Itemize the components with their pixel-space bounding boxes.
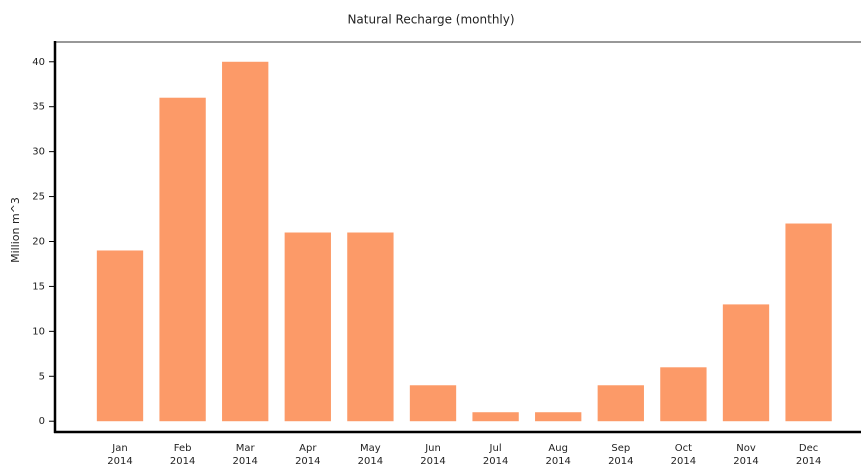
y-tick-label: 20 [32, 236, 45, 247]
chart-title: Natural Recharge (monthly) [347, 13, 514, 27]
x-tick-label: Jul 2014 [482, 443, 509, 467]
bar [284, 232, 331, 422]
bar [660, 367, 707, 422]
x-tick-label: Sep 2014 [608, 443, 634, 467]
bar [96, 250, 144, 422]
bar [472, 412, 519, 422]
y-tick-label: 40 [32, 57, 45, 68]
bar [409, 385, 457, 422]
x-tick-label: Jun 2014 [420, 443, 446, 467]
y-tick-label: 35 [32, 102, 45, 113]
x-tick-label: Dec 2014 [795, 443, 822, 467]
x-tick-label: Mar 2014 [232, 443, 258, 467]
x-tick-label: Jan 2014 [107, 443, 133, 467]
y-tick-label: 25 [32, 192, 45, 203]
bar [597, 385, 644, 422]
x-tick-label: Oct 2014 [670, 443, 697, 467]
y-tick-label: 0 [39, 416, 45, 427]
x-tick-label: Apr 2014 [295, 443, 321, 467]
x-tick-label: May 2014 [357, 443, 384, 467]
y-tick-label: 10 [32, 326, 45, 337]
y-tick-label: 30 [32, 147, 45, 158]
y-tick-label: 5 [39, 371, 45, 382]
x-tick-label: Feb 2014 [169, 443, 196, 467]
bar [722, 304, 770, 422]
y-axis-label: Million m^3 [9, 197, 22, 263]
x-tick-label: Nov 2014 [733, 443, 759, 467]
x-tick-label: Aug 2014 [545, 443, 571, 467]
bar [347, 232, 394, 422]
bar [159, 97, 206, 422]
bar [222, 61, 269, 422]
bar [535, 412, 582, 422]
bar [785, 223, 832, 422]
y-tick-label: 15 [32, 281, 45, 292]
